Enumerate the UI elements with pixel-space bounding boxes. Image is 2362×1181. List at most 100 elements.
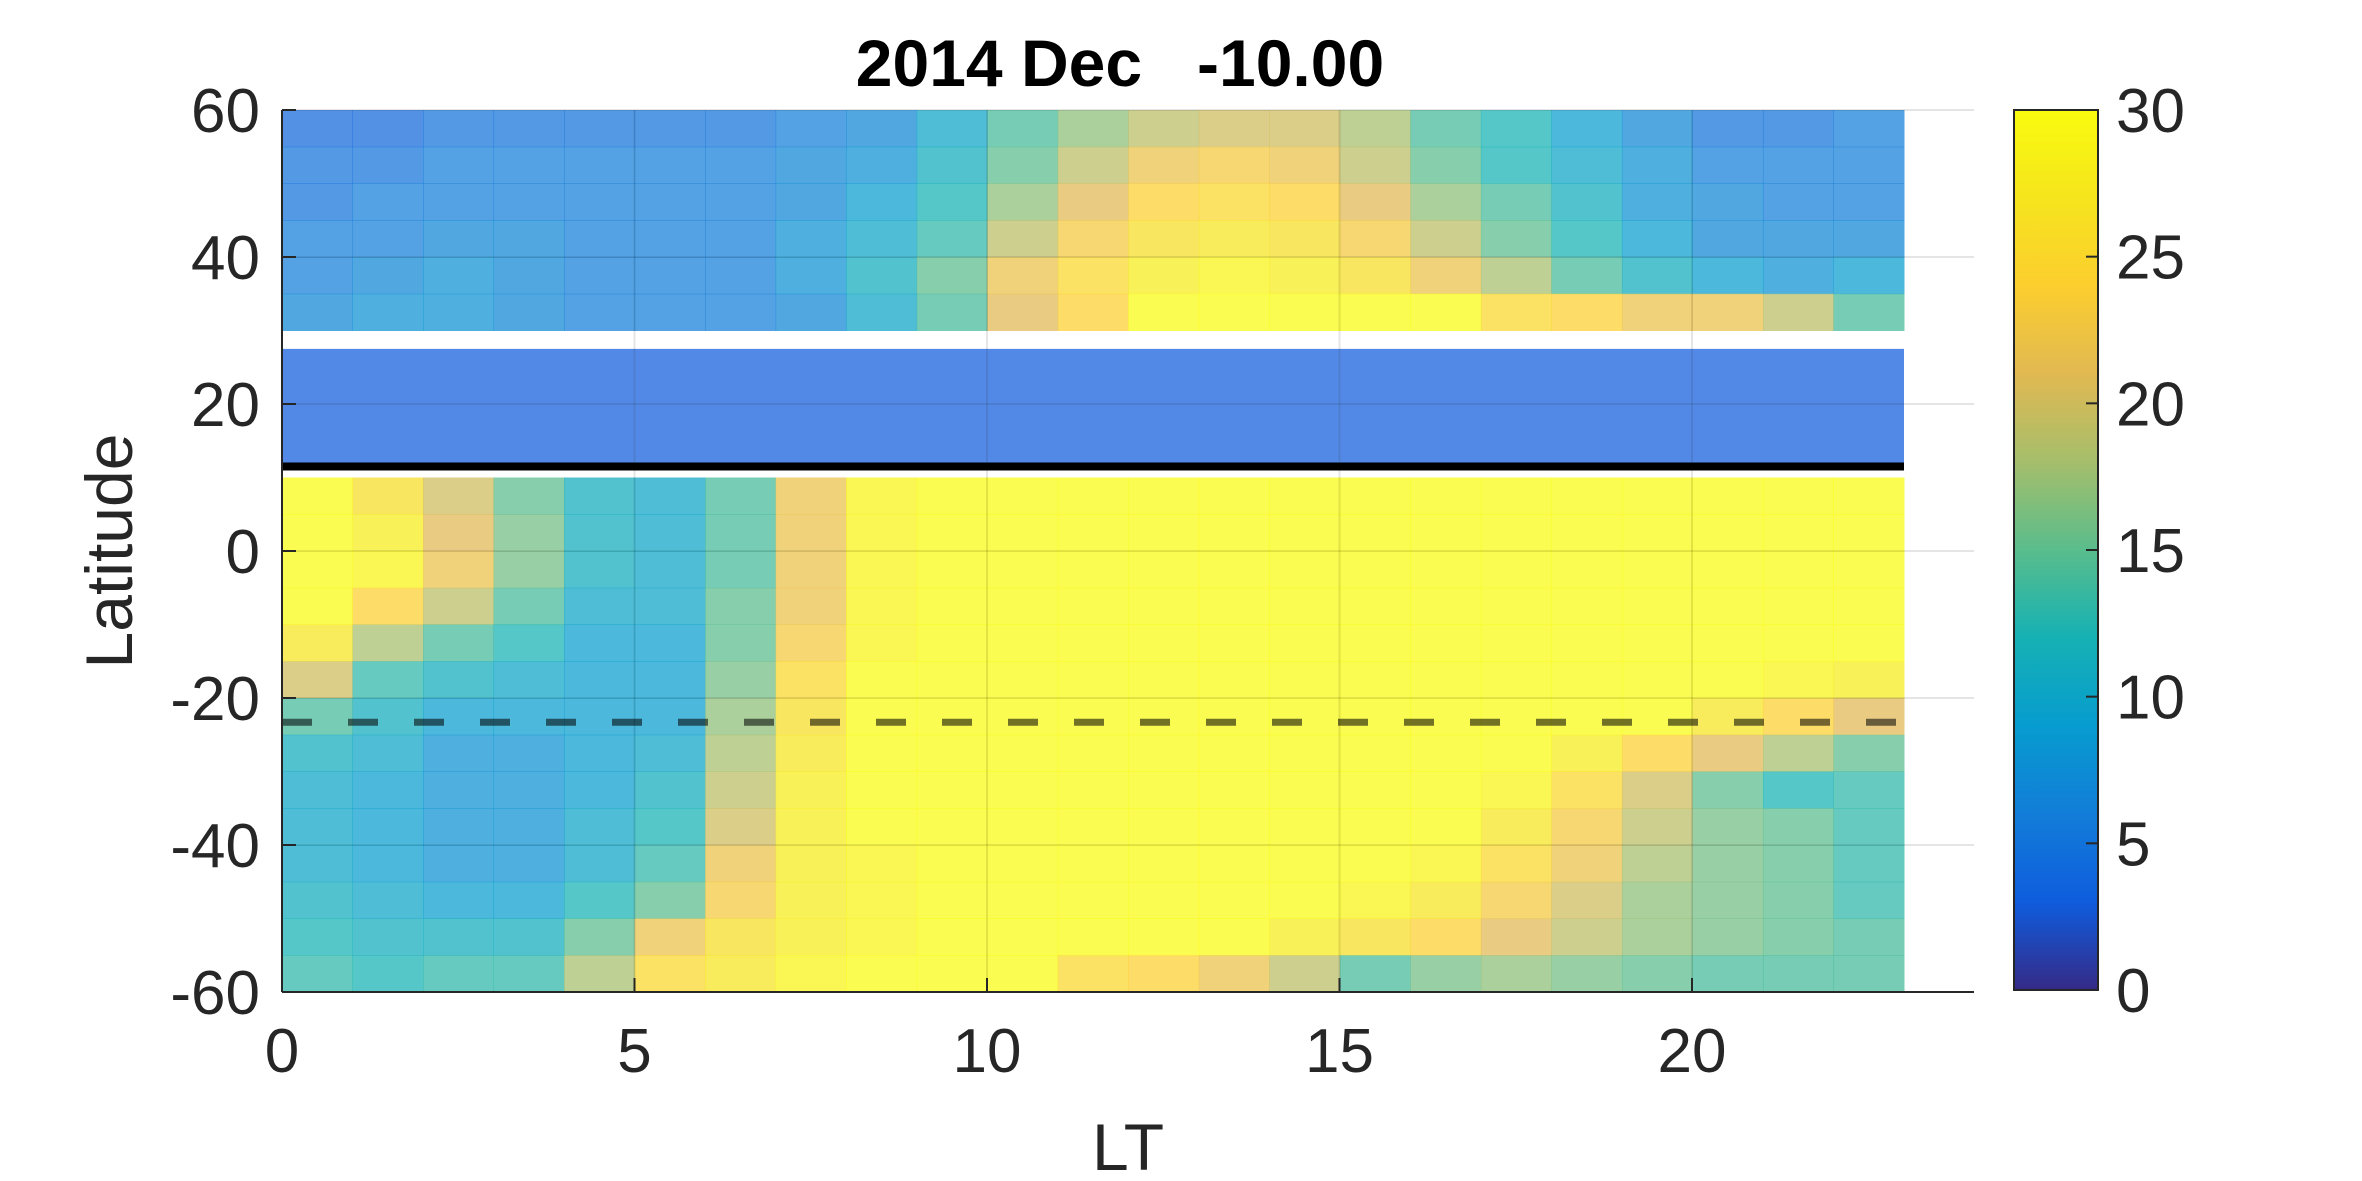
heatmap-cell [634, 661, 706, 699]
heatmap-cell [1833, 257, 1905, 295]
heatmap-cell [1551, 293, 1623, 331]
heatmap-cell [564, 624, 636, 662]
heatmap-cell [282, 624, 354, 662]
heatmap-cell [1762, 293, 1834, 331]
heatmap-cell [1480, 808, 1552, 846]
heatmap-cell [775, 514, 847, 552]
heatmap-cell [1057, 110, 1129, 148]
heatmap-cell [1198, 955, 1270, 993]
heatmap-cell [1480, 146, 1552, 184]
heatmap-cell [1198, 110, 1270, 148]
heatmap-cell [916, 110, 988, 148]
heatmap-cell [282, 955, 354, 993]
heatmap-cell [564, 808, 636, 846]
heatmap-cell [1410, 587, 1482, 625]
y-tick-label: -20 [170, 665, 260, 734]
heatmap-cell [1833, 698, 1905, 736]
heatmap-cell [634, 146, 706, 184]
heatmap-cell [564, 257, 636, 295]
heatmap-cell [916, 514, 988, 552]
heatmap-cell [916, 587, 988, 625]
heatmap-cell [1551, 734, 1623, 772]
heatmap-cell [987, 881, 1059, 919]
heatmap-cell [775, 955, 847, 993]
heatmap-cell [1128, 551, 1200, 589]
heatmap-cell [916, 698, 988, 736]
heatmap-cell [705, 661, 777, 699]
heatmap-cell [1692, 551, 1764, 589]
heatmap-cell [1128, 146, 1200, 184]
heatmap-cell [1480, 734, 1552, 772]
y-tick-label: 40 [191, 224, 260, 293]
heatmap-cell [1480, 110, 1552, 148]
heatmap-cell [846, 293, 918, 331]
heatmap-cell [352, 257, 424, 295]
heatmap-cell [916, 918, 988, 956]
heatmap-cell [1621, 698, 1693, 736]
heatmap-cell [1198, 293, 1270, 331]
heatmap-cell [1551, 477, 1623, 515]
y-tick-label: 20 [191, 371, 260, 440]
colorbar-tick-label: 0 [2116, 957, 2150, 1026]
heatmap-cell [705, 734, 777, 772]
heatmap-cell [1762, 624, 1834, 662]
heatmap-cell [1198, 881, 1270, 919]
heatmap-cell [352, 477, 424, 515]
heatmap-cell [705, 808, 777, 846]
heatmap-cell [1480, 257, 1552, 295]
heatmap-cell [987, 293, 1059, 331]
heatmap-cell [423, 624, 495, 662]
heatmap-cell [634, 881, 706, 919]
heatmap-cell [1339, 110, 1411, 148]
heatmap-cell [1198, 661, 1270, 699]
heatmap-cell [1762, 734, 1834, 772]
heatmap-cell [352, 918, 424, 956]
heatmap-cell [493, 918, 565, 956]
heatmap-cell [634, 698, 706, 736]
heatmap-cell [987, 220, 1059, 258]
heatmap-cell [1551, 624, 1623, 662]
heatmap-cell [634, 110, 706, 148]
heatmap-cell [423, 808, 495, 846]
heatmap-cell [634, 955, 706, 993]
heatmap-cell [1269, 220, 1341, 258]
heatmap-cell [1833, 587, 1905, 625]
heatmap-cell [282, 146, 354, 184]
heatmap-cell [1339, 771, 1411, 809]
heatmap-cell [916, 845, 988, 883]
heatmap-cell [1480, 183, 1552, 221]
heatmap-cell [493, 881, 565, 919]
heatmap-cell [1692, 771, 1764, 809]
heatmap-cell [493, 514, 565, 552]
heatmap-cell [564, 587, 636, 625]
heatmap-cell [1339, 734, 1411, 772]
heatmap-cell [352, 808, 424, 846]
heatmap-cell [282, 514, 354, 552]
heatmap-cell [846, 918, 918, 956]
heatmap-cell [1480, 293, 1552, 331]
heatmap-cell [634, 477, 706, 515]
heatmap-cell [634, 845, 706, 883]
heatmap-cell [987, 845, 1059, 883]
heatmap-cell [634, 257, 706, 295]
heatmap-cell [846, 477, 918, 515]
heatmap-cell [352, 845, 424, 883]
heatmap-cell [1128, 624, 1200, 662]
heatmap-cell [705, 845, 777, 883]
heatmap-cell [1692, 808, 1764, 846]
heatmap-cell [1621, 514, 1693, 552]
heatmap-cell [1057, 146, 1129, 184]
heatmap-cell [1762, 551, 1834, 589]
heatmap-cell [493, 293, 565, 331]
heatmap-cell [846, 146, 918, 184]
heatmap-cell [423, 551, 495, 589]
heatmap-cell [987, 257, 1059, 295]
heatmap-cell [1057, 808, 1129, 846]
heatmap-cell [564, 183, 636, 221]
heatmap-cell [1410, 220, 1482, 258]
heatmap-cell [1621, 257, 1693, 295]
heatmap-cell [352, 146, 424, 184]
heatmap-cell [916, 477, 988, 515]
heatmap-cell [705, 587, 777, 625]
